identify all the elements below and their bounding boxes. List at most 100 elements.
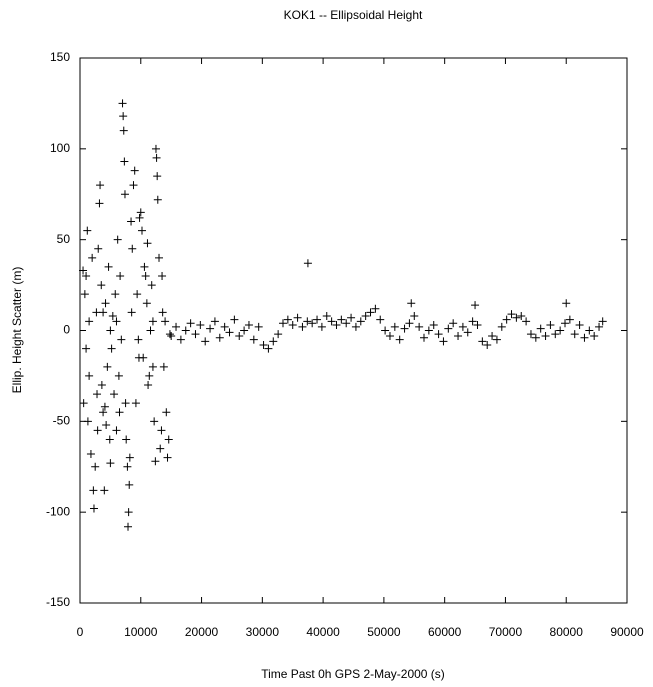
point [259,341,268,350]
point [162,408,171,417]
point [405,319,414,328]
point [240,326,249,335]
point [288,321,297,330]
point [129,181,138,190]
point [151,457,160,466]
point [118,99,127,108]
point [488,331,497,340]
point [249,335,258,344]
point [196,321,205,330]
point [151,144,160,153]
point [585,326,594,335]
point [122,435,131,444]
point [146,326,155,335]
point [337,315,346,324]
point [88,253,97,262]
plot-frame [79,57,628,604]
point [562,299,571,308]
point [116,272,125,280]
point [526,330,535,339]
point [93,390,102,399]
point [407,299,416,308]
x-tick-label: 80000 [550,625,584,639]
point [95,199,104,208]
point [104,262,113,271]
point [135,213,144,222]
point [366,308,375,317]
point [89,486,98,495]
point [293,313,302,322]
point [164,435,173,444]
point [153,195,162,204]
point [570,330,579,339]
point [161,317,170,326]
point [575,321,584,330]
point [522,317,531,326]
point [92,308,101,317]
point [148,362,157,371]
point [97,281,106,290]
point [439,337,448,346]
point [429,321,438,330]
point [105,435,114,444]
point [220,322,229,331]
x-tick-label: 60000 [428,625,462,639]
y-tick-label: -150 [46,595,70,609]
point [473,321,482,330]
point [106,326,115,335]
point [101,299,110,308]
point [82,272,91,280]
point [235,331,244,340]
point [210,317,219,326]
point [376,315,385,324]
point [278,319,287,328]
point [150,417,159,426]
point [114,371,123,380]
point [136,208,145,217]
point [141,272,150,280]
point [163,453,172,462]
point [201,337,210,346]
point [342,319,351,328]
point [137,226,146,235]
point [112,426,121,435]
point [134,353,143,362]
point [230,315,239,324]
point [83,417,92,426]
point [107,344,116,353]
point [155,253,164,262]
point [110,390,119,399]
point [85,371,94,380]
point [94,244,103,253]
point [424,326,433,335]
x-tick-label: 10000 [124,625,158,639]
point [80,290,89,299]
point [133,290,142,299]
point [492,335,501,344]
x-tick-label: 90000 [610,625,644,639]
point [127,217,136,226]
point [215,333,224,342]
point [96,181,105,190]
point [147,281,156,290]
point [153,172,162,181]
point [420,333,429,342]
point [303,259,312,268]
point [313,315,322,324]
y-tick-label: -100 [46,504,70,518]
point [181,326,190,335]
point [395,335,404,344]
point [125,480,134,489]
point [356,317,365,326]
x-tick-label: 30000 [246,625,280,639]
point [317,322,326,331]
x-tick-label: 50000 [367,625,401,639]
point [458,322,467,331]
y-tick-label: -50 [53,414,71,428]
x-axis-label: Time Past 0h GPS 2-May-2000 (s) [261,667,445,681]
point [85,317,94,326]
point [274,330,283,339]
point [478,337,487,346]
point [361,311,370,320]
